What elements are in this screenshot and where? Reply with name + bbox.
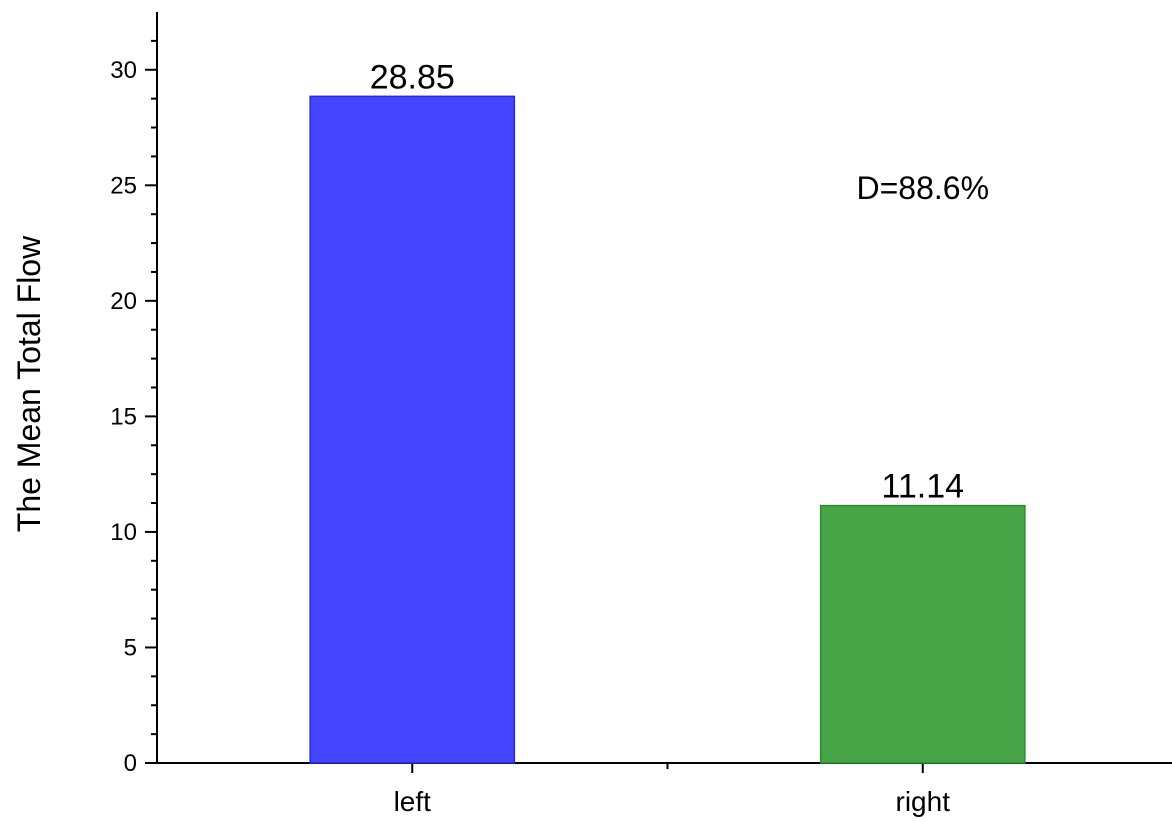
y-tick-label: 25 <box>110 172 137 199</box>
value-label-right: 11.14 <box>881 468 964 506</box>
y-tick-label: 5 <box>124 634 137 661</box>
y-axis-title: The Mean Total Flow <box>11 235 47 532</box>
value-label-left: 28.85 <box>370 58 455 96</box>
y-tick-label: 10 <box>110 519 137 546</box>
x-tick-label-right: right <box>896 786 951 817</box>
bar-right <box>819 504 1026 764</box>
y-tick-label: 30 <box>110 57 137 84</box>
y-tick-label: 15 <box>110 403 137 430</box>
y-tick-label: 0 <box>124 750 137 777</box>
annotation-text: D=88.6% <box>856 170 989 206</box>
x-tick-label-left: left <box>394 786 432 817</box>
bars <box>309 95 1026 764</box>
bar-left <box>309 95 516 764</box>
y-tick-label: 20 <box>110 288 137 315</box>
labels: 0 5 10 15 20 25 30 left right 28.85 11.14 D=88.6% <box>110 57 989 817</box>
